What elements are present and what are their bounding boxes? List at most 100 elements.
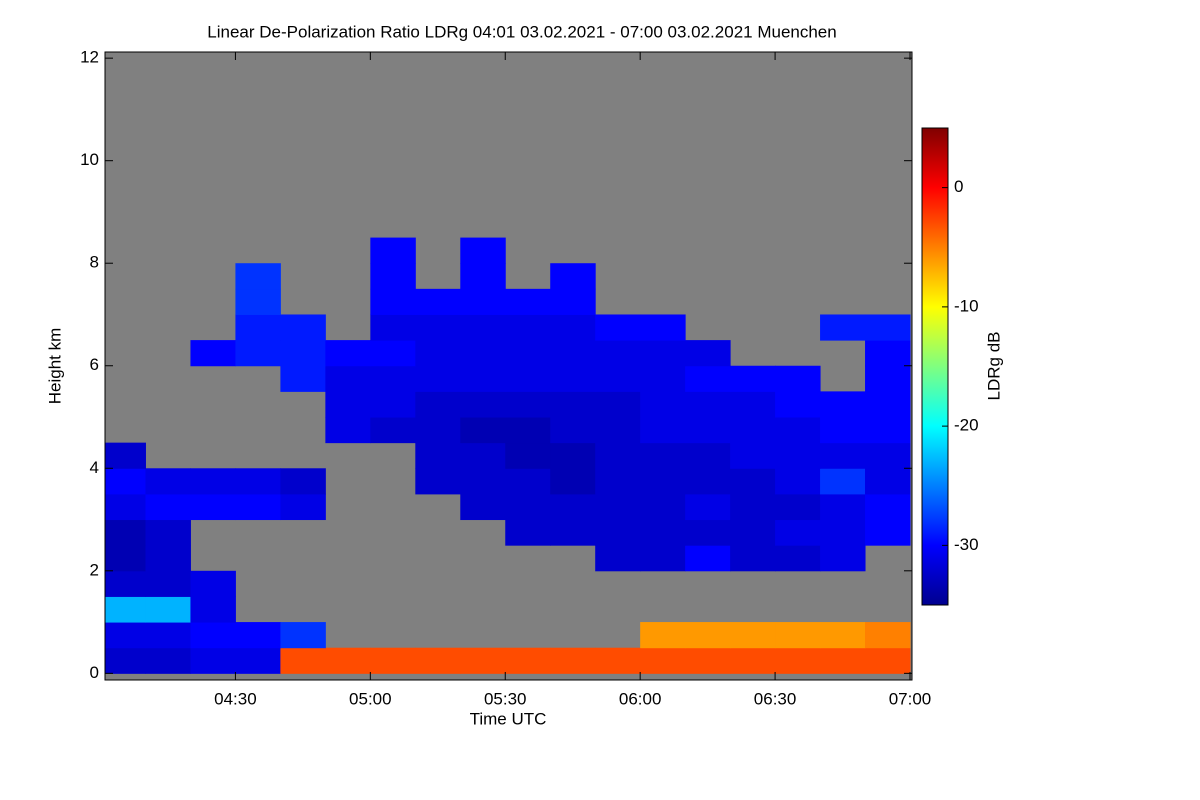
heatmap-cell — [640, 314, 686, 341]
colorbar-tick-label: -30 — [954, 535, 979, 554]
heatmap-cell — [685, 365, 731, 392]
heatmap-cell — [775, 468, 821, 495]
heatmap-cell — [550, 417, 596, 444]
heatmap-cell — [370, 647, 416, 674]
heatmap-cell — [105, 596, 146, 623]
heatmap-cell — [595, 340, 641, 367]
heatmap-cell — [235, 314, 281, 341]
heatmap-cell — [775, 365, 821, 392]
heatmap-cell — [640, 622, 686, 649]
x-tick-label: 07:00 — [889, 689, 932, 708]
heatmap-cell — [640, 545, 686, 572]
heatmap-cell — [415, 340, 461, 367]
heatmap-cell — [820, 417, 866, 444]
heatmap-cell — [595, 417, 641, 444]
heatmap-cell — [820, 622, 866, 649]
heatmap-cell — [685, 622, 731, 649]
heatmap-cell — [505, 468, 551, 495]
heatmap-cell — [595, 442, 641, 469]
heatmap-cell — [460, 365, 506, 392]
heatmap-cell — [280, 647, 326, 674]
heatmap-cell — [820, 442, 866, 469]
heatmap-cell — [550, 519, 596, 546]
heatmap-cell — [325, 647, 371, 674]
heatmap-cell — [640, 442, 686, 469]
heatmap-cell — [865, 647, 911, 674]
y-tick-label: 8 — [90, 253, 99, 272]
y-tick-label: 0 — [90, 663, 99, 682]
heatmap-cell — [505, 340, 551, 367]
y-tick-label: 12 — [80, 48, 99, 67]
heatmap-cell — [370, 263, 416, 290]
heatmap-cell — [415, 314, 461, 341]
heatmap-cell — [640, 519, 686, 546]
heatmap-cell — [105, 493, 146, 521]
heatmap-cell — [775, 442, 821, 469]
heatmap-cell — [640, 340, 686, 367]
heatmap-cell — [505, 314, 551, 341]
heatmap-cell — [505, 442, 551, 469]
heatmap-cell — [280, 340, 326, 367]
heatmap-cell — [865, 314, 911, 341]
heatmap-cell — [415, 417, 461, 444]
heatmap-cell — [820, 314, 866, 341]
heatmap-cell — [415, 365, 461, 392]
heatmap-cell — [235, 468, 281, 495]
heatmap-cell — [865, 519, 911, 546]
heatmap-cell — [280, 314, 326, 341]
heatmap-cell — [595, 468, 641, 495]
x-tick-label: 05:30 — [484, 689, 527, 708]
y-axis-label: Height km — [45, 328, 64, 405]
heatmap-cell — [865, 417, 911, 444]
heatmap-cell — [325, 340, 371, 367]
heatmap-cell — [460, 417, 506, 444]
colorbar-tick-label: 0 — [954, 177, 963, 196]
heatmap-cell — [145, 596, 191, 623]
x-tick-label: 05:00 — [349, 689, 392, 708]
heatmap-cell — [460, 314, 506, 341]
heatmap-cell — [325, 417, 371, 444]
heatmap-cell — [685, 468, 731, 495]
heatmap-cell — [460, 237, 506, 264]
heatmap-cell — [145, 468, 191, 495]
heatmap-cell — [595, 545, 641, 572]
heatmap-cell — [370, 340, 416, 367]
heatmap-cell — [550, 263, 596, 290]
heatmap-cell — [550, 391, 596, 418]
heatmap-cell — [460, 442, 506, 469]
heatmap-cell — [190, 468, 236, 495]
heatmap-cell — [190, 622, 236, 649]
heatmap-cell — [820, 519, 866, 546]
colorbar-tick-label: -20 — [954, 416, 979, 435]
plot-area — [105, 52, 912, 680]
y-tick-label: 4 — [90, 458, 99, 477]
heatmap-cell — [190, 493, 236, 521]
heatmap-cell — [730, 365, 776, 392]
heatmap-cell — [640, 468, 686, 495]
chart-title: Linear De-Polarization Ratio LDRg 04:01 … — [207, 22, 836, 41]
heatmap-cell — [550, 340, 596, 367]
heatmap-cell — [280, 622, 326, 649]
heatmap-cell — [235, 647, 281, 674]
heatmap-cell — [460, 647, 506, 674]
heatmap-cell — [235, 288, 281, 315]
heatmap-cell — [595, 647, 641, 674]
heatmap-cell — [280, 365, 326, 392]
heatmap-cell — [820, 391, 866, 418]
heatmap-cell — [730, 493, 776, 521]
heatmap-cell — [145, 570, 191, 597]
y-tick-label: 2 — [90, 560, 99, 579]
heatmap-cell — [460, 288, 506, 315]
heatmap-cell — [865, 493, 911, 521]
heatmap-cell — [775, 647, 821, 674]
heatmap-cell — [325, 365, 371, 392]
heatmap-cell — [685, 647, 731, 674]
heatmap-cell — [730, 519, 776, 546]
heatmap-cell — [235, 340, 281, 367]
heatmap-cell — [370, 314, 416, 341]
heatmap-cell — [105, 570, 146, 597]
x-tick-label: 06:30 — [754, 689, 797, 708]
heatmap-cell — [550, 288, 596, 315]
colorbar-tick-label: -10 — [954, 296, 979, 315]
heatmap-cell — [550, 468, 596, 495]
